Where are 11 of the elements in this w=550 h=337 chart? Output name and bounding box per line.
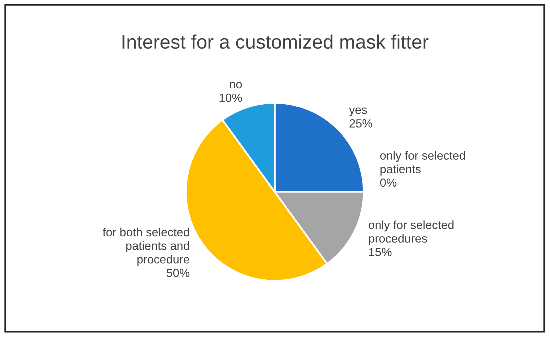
slice-label: yes (349, 108, 368, 117)
category-label: only for selected patients (380, 151, 466, 176)
data-label: 15% (369, 248, 392, 256)
slice-label: for both selected patients and procedure (102, 228, 190, 266)
slice-label: no (230, 82, 242, 89)
data-label: 50% (166, 268, 190, 278)
data-label: 25% (350, 119, 372, 128)
data-label: 10% (220, 94, 242, 102)
slice-label: only for selected procedures (369, 220, 454, 246)
text: 0% (380, 178, 397, 188)
chart-title: Interest for a customized mask fitter (122, 34, 429, 50)
